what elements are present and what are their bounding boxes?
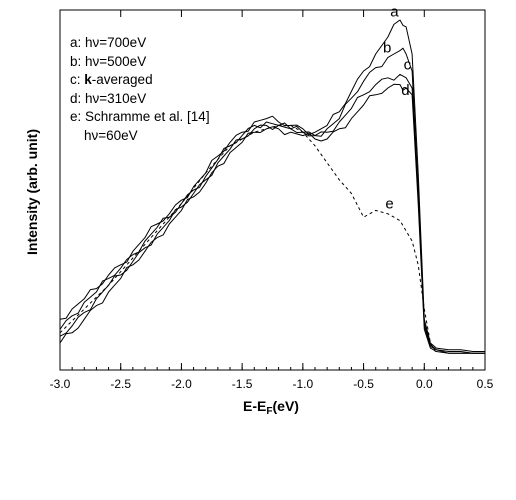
series-line-e [59, 124, 437, 354]
x-tick-label: -1.0 [293, 377, 314, 391]
x-axis-label: E-EF(eV) [243, 398, 299, 417]
series-line-a [59, 19, 485, 352]
series-line-c [59, 73, 485, 354]
legend: a: hν=700eV b: hν=500eV c: k-averaged d:… [70, 34, 210, 145]
series-lines [59, 19, 485, 354]
legend-item-e-energy: hν=60eV [84, 127, 138, 143]
x-tick-label: -0.5 [353, 377, 374, 391]
x-tick-label: -3.0 [50, 377, 71, 391]
legend-item-b: b: hν=500eV [70, 53, 147, 69]
x-ticks: -3.0 -2.5 -2.0 -1.5 -1.0 -0.5 0.0 0.5 [50, 10, 494, 391]
curve-label-d: d [401, 82, 409, 99]
plot-frame [59, 9, 486, 371]
legend-item-e: e: Schramme et al. [14] [70, 109, 210, 124]
legend-item-d: d: hν=310eV [70, 90, 147, 106]
legend-item-c: c: k-averaged [70, 72, 153, 87]
curve-label-a: a [390, 4, 399, 21]
x-tick-label: 0.0 [416, 377, 433, 391]
x-tick-label: -2.5 [110, 377, 131, 391]
x-tick-label: -1.5 [232, 377, 253, 391]
y-axis-label: Intensity (arb. unit) [24, 129, 40, 255]
legend-item-a: a: hν=700eV [70, 35, 147, 50]
x-tick-label: -2.0 [171, 377, 192, 391]
curve-label-b: b [383, 39, 391, 56]
series-line-d [59, 83, 485, 354]
curve-label-c: c [404, 56, 412, 73]
curve-labels: a bcd e [383, 4, 412, 213]
x-tick-label: 0.5 [477, 377, 494, 391]
curve-label-e: e [385, 196, 393, 213]
